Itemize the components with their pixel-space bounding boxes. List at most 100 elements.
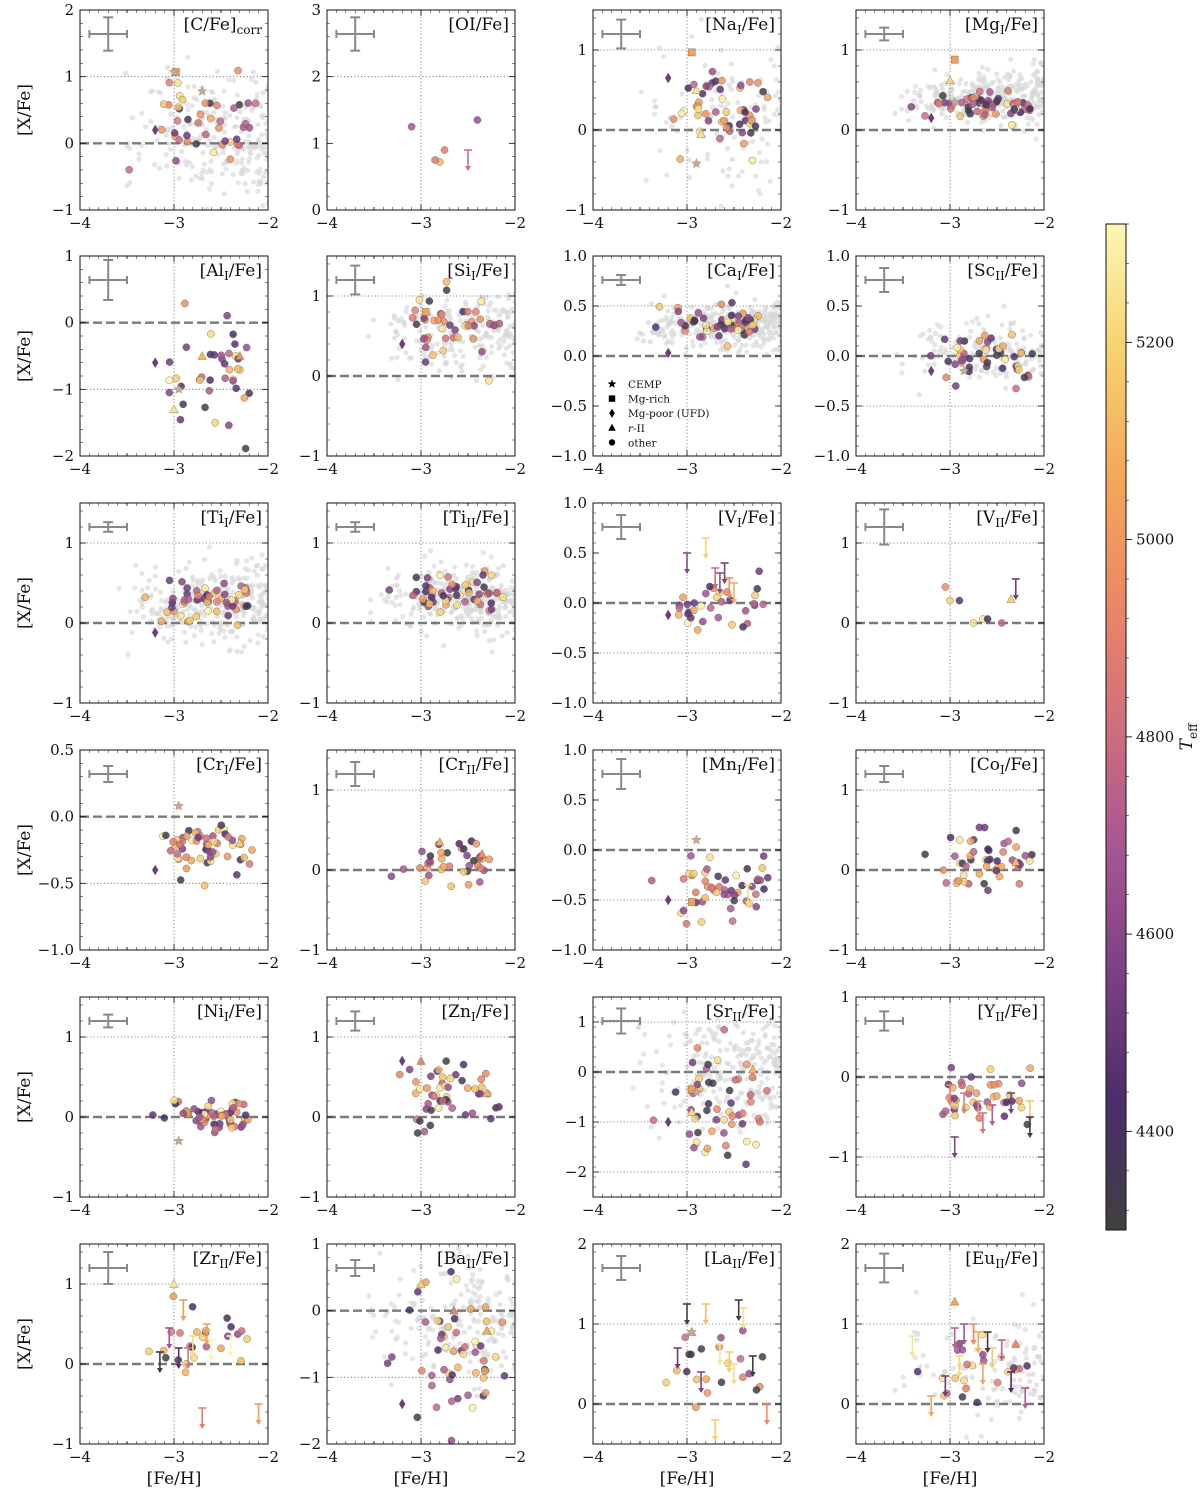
- plot-area: [327, 503, 525, 703]
- star-point: [734, 326, 743, 334]
- background-point: [1043, 338, 1044, 341]
- star-point: [248, 846, 256, 854]
- star-point: [206, 853, 215, 861]
- star-point: [149, 1111, 157, 1119]
- y-tick-label: 0: [311, 614, 321, 632]
- background-point: [198, 627, 204, 633]
- star-point: [213, 598, 221, 606]
- star-point: [745, 78, 754, 86]
- star-point: [385, 586, 393, 594]
- background-point: [516, 325, 521, 330]
- background-point: [638, 89, 645, 95]
- background-point: [1000, 108, 1006, 114]
- background-point: [1038, 370, 1044, 377]
- background-point: [217, 573, 224, 580]
- background-point: [520, 580, 525, 585]
- star-point: [232, 384, 240, 393]
- background-point: [197, 175, 203, 181]
- background-point: [418, 303, 424, 309]
- star-point: [459, 845, 468, 853]
- background-point: [755, 1089, 761, 1095]
- cemp-marker: [173, 1135, 185, 1146]
- background-point: [784, 1065, 789, 1070]
- background-point: [403, 591, 409, 597]
- background-point: [760, 1026, 766, 1032]
- r-II-marker: [197, 351, 207, 360]
- background-point: [1049, 74, 1054, 79]
- background-point: [1046, 106, 1051, 111]
- background-point: [168, 111, 174, 117]
- background-point: [1048, 90, 1053, 95]
- y-axis-label: [X/Fe]: [15, 577, 35, 629]
- background-point: [730, 1064, 736, 1071]
- background-point: [255, 632, 261, 638]
- background-point: [735, 173, 741, 179]
- background-point: [782, 318, 787, 323]
- background-point: [980, 74, 987, 80]
- panel-title: [TiII/Fe]: [443, 508, 509, 530]
- background-point: [762, 119, 769, 125]
- background-point: [693, 1030, 699, 1037]
- star-point: [473, 578, 481, 587]
- r-II-marker: [482, 1088, 492, 1097]
- star-point: [677, 109, 686, 118]
- background-point: [1000, 95, 1007, 101]
- background-point: [1031, 366, 1037, 372]
- background-point: [995, 88, 1001, 94]
- background-point: [431, 606, 437, 612]
- background-point: [269, 586, 274, 591]
- star-point: [693, 626, 702, 634]
- star-point: [416, 1117, 424, 1125]
- background-point: [1049, 105, 1054, 110]
- star-point: [752, 902, 761, 911]
- star-point: [726, 904, 735, 913]
- background-point: [715, 70, 721, 76]
- star-point: [984, 886, 992, 895]
- star-point: [957, 98, 966, 107]
- background-point: [760, 336, 767, 342]
- star-point: [935, 99, 943, 108]
- star-point: [220, 360, 229, 368]
- background-point: [217, 625, 223, 631]
- y-tick-label: −1: [52, 380, 74, 398]
- background-point: [265, 83, 268, 89]
- star-point: [183, 584, 191, 592]
- y-tick-label: −2: [52, 447, 74, 465]
- background-point: [744, 349, 750, 355]
- background-point: [520, 332, 525, 337]
- background-point: [511, 604, 515, 610]
- star-point: [423, 1084, 431, 1092]
- background-point: [517, 598, 522, 603]
- background-point: [648, 300, 654, 307]
- background-point: [976, 70, 982, 76]
- background-point: [136, 151, 142, 157]
- background-point: [482, 628, 488, 635]
- background-point: [216, 630, 222, 637]
- star-point: [702, 82, 710, 91]
- background-point: [385, 565, 391, 572]
- mg-poor-marker: [664, 347, 672, 359]
- star-point: [718, 76, 726, 85]
- panel-title: [NiI/Fe]: [197, 1002, 262, 1024]
- panel-V: −4 −3 −2−1.0−0.50.00.51.0[VI/Fe]: [551, 494, 793, 725]
- star-point: [216, 117, 225, 126]
- background-point: [508, 364, 514, 370]
- background-point: [774, 299, 780, 305]
- background-point: [234, 115, 240, 121]
- background-point: [220, 149, 226, 156]
- error-bar-icon: [864, 26, 904, 42]
- star-point: [1028, 850, 1036, 859]
- background-point: [778, 1028, 781, 1034]
- background-point: [251, 568, 257, 574]
- background-point: [266, 104, 268, 110]
- star-point: [1008, 330, 1016, 339]
- x-tick-label: −4: [845, 214, 867, 232]
- background-point: [244, 188, 250, 195]
- star-point: [708, 884, 716, 892]
- background-point: [1030, 61, 1036, 67]
- background-point: [444, 297, 450, 303]
- x-tick-label: −3: [410, 460, 432, 478]
- x-tick-label: −3: [410, 214, 432, 232]
- mg-rich-marker: [950, 55, 959, 64]
- star-point: [221, 137, 229, 145]
